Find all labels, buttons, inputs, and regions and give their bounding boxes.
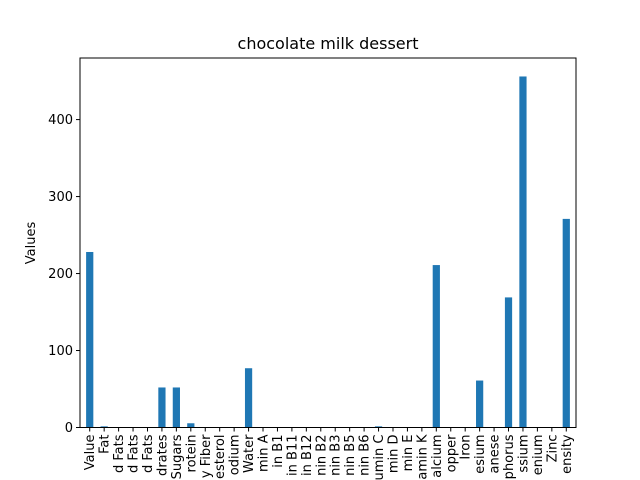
x-tick-label: min A (257, 434, 272, 472)
bar (519, 76, 527, 428)
x-tick-label: in B11 (285, 435, 300, 476)
x-tick-label: y Fiber (199, 434, 214, 478)
bar (86, 251, 94, 428)
x-tick-label: opper (444, 434, 459, 472)
x-tick-label: min D (386, 435, 401, 474)
bar (244, 368, 253, 428)
x-tick-label: ssium (516, 435, 531, 473)
y-tick-label: 400 (48, 113, 73, 128)
x-tick-label: in B12 (300, 435, 315, 476)
x-tick-label: nin B6 (358, 435, 373, 476)
x-tick-label: esterol (213, 435, 228, 480)
bars-group (86, 76, 570, 428)
x-tick-label: Iron (459, 435, 474, 460)
x-tick-label: d Fats (127, 434, 142, 473)
y-tick-label: 300 (48, 190, 73, 205)
x-tick-label: Value (83, 435, 98, 471)
x-tick-label: ensity (560, 434, 575, 474)
x-tick-label: rotein (184, 435, 199, 473)
x-tick-label: anese (488, 435, 503, 474)
bar (374, 426, 383, 428)
x-tick-label: umin C (372, 435, 387, 480)
x-tick-label: nin B5 (343, 435, 358, 476)
y-axis-label: Values (24, 222, 39, 265)
x-tick-label: nin B3 (329, 435, 344, 476)
x-tick-label: d Fats (112, 434, 127, 473)
bar (187, 423, 195, 428)
x-tick-label: enium (531, 435, 546, 476)
x-tick-label: phorus (502, 434, 517, 479)
x-tick-label: amin K (415, 434, 430, 480)
x-tick-label: Sugars (170, 434, 185, 479)
bar (158, 387, 166, 428)
bar (172, 387, 180, 428)
bar (504, 297, 513, 428)
x-tick-label: Zinc (545, 435, 560, 463)
x-tick-label: d Fats (141, 434, 156, 473)
x-tick-label: in B1 (271, 435, 286, 468)
bar (476, 380, 484, 428)
chart-title: chocolate milk dessert (238, 34, 419, 53)
x-ticks-group: Value Fat d Fats d Fats d Fats drates Sugars ro… (83, 427, 575, 480)
plot-frame (79, 57, 577, 428)
x-tick-label: odium (228, 435, 243, 476)
x-tick-label: Water (242, 434, 257, 473)
bar (100, 426, 108, 428)
y-tick-label: 100 (48, 344, 73, 359)
x-tick-label: nin B2 (314, 435, 329, 476)
x-tick-label: alcium (430, 435, 445, 478)
y-tick-label: 200 (48, 267, 73, 282)
x-tick-label: esium (473, 435, 488, 474)
y-ticks-group: 0 100 200 300 400 (48, 113, 80, 436)
bar (562, 218, 570, 428)
x-tick-label: Fat (98, 435, 113, 454)
bar (432, 265, 440, 428)
y-tick-label: 0 (65, 421, 73, 436)
x-tick-label: drates (155, 434, 170, 476)
x-tick-label: min E (401, 435, 416, 472)
